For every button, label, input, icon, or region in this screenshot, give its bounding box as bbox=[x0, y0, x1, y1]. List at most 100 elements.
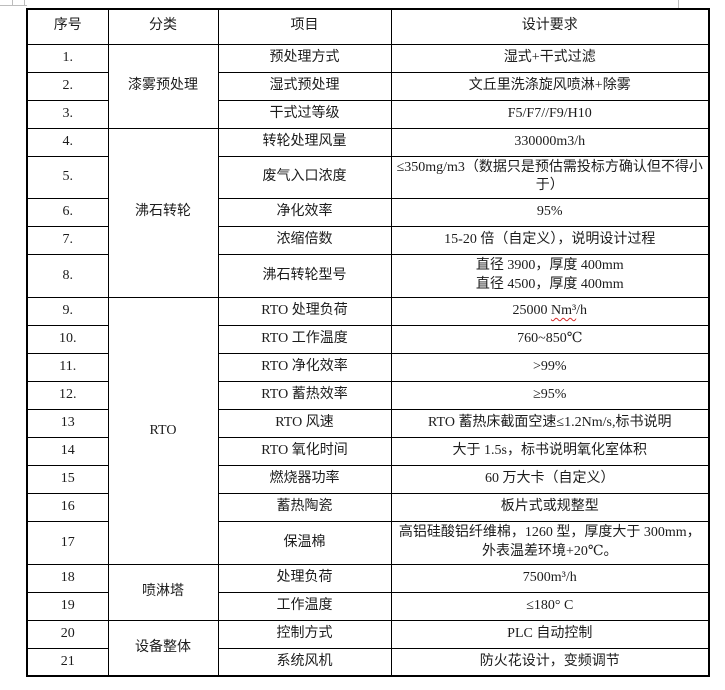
requirement-cell: >99% bbox=[390, 353, 710, 383]
table-row: 7. 浓缩倍数 15-20 倍（自定义），说明设计过程 bbox=[26, 226, 710, 256]
row-number-cell: 5. bbox=[26, 155, 109, 200]
row-number-cell: 19 bbox=[26, 591, 109, 621]
design-requirements-table: 序号 分类 项目 设计要求 1. 漆雾预处理 预处理方式 湿式+干式过滤 2. 湿式预处理 文丘里… bbox=[26, 8, 710, 678]
item-cell: 工作温度 bbox=[217, 591, 392, 621]
table-row: 9. RTO RTO 处理负荷 25000 Nm³/h bbox=[26, 297, 710, 565]
requirement-cell: 防火花设计，变频调节 bbox=[390, 647, 710, 677]
table-row: 20 设备整体 控制方式 PLC 自动控制 bbox=[26, 619, 710, 677]
table-row: 4. 沸石转轮 转轮处理风量 330000m3/h bbox=[26, 127, 710, 299]
requirement-cell: F5/F7//F9/H10 bbox=[390, 99, 710, 129]
table-row: 16 蓄热陶瓷 板片式或规整型 bbox=[26, 493, 710, 523]
row-number-cell: 10. bbox=[26, 325, 109, 355]
requirement-cell: 板片式或规整型 bbox=[390, 493, 710, 523]
item-cell: 废气入口浓度 bbox=[217, 155, 392, 200]
item-cell: 沸石转轮型号 bbox=[217, 254, 392, 299]
table-row: 21 系统风机 防火花设计，变频调节 bbox=[26, 647, 710, 677]
row-number-cell: 7. bbox=[26, 226, 109, 256]
item-cell: 干式过等级 bbox=[217, 99, 392, 129]
item-cell: 保温棉 bbox=[217, 521, 392, 565]
table-row: 13 RTO 风速 RTO 蓄热床截面空速≤1.2Nm/s,标书说明 bbox=[26, 409, 710, 439]
item-cell: RTO 风速 bbox=[217, 409, 392, 439]
requirement-cell: 7500m³/h bbox=[390, 563, 710, 593]
requirement-cell: ≤350mg/m3（数据只是预估需投标方确认但不得小于） bbox=[390, 155, 710, 200]
row-number-cell: 12. bbox=[26, 381, 109, 411]
requirement-cell: 文丘里洗涤旋风喷淋+除雾 bbox=[390, 71, 710, 101]
item-cell: RTO 氧化时间 bbox=[217, 437, 392, 467]
item-cell: RTO 净化效率 bbox=[217, 353, 392, 383]
table-row: 17 保温棉 高铝硅酸铝纤维棉，1260 型，厚度大于 300mm，外表温差环境+2… bbox=[26, 521, 710, 565]
table-row: 5. 废气入口浓度 ≤350mg/m3（数据只是预估需投标方确认但不得小于） bbox=[26, 155, 710, 200]
column-header: 分类 bbox=[107, 8, 219, 45]
row-number-cell: 18 bbox=[26, 563, 109, 593]
item-cell: 预处理方式 bbox=[217, 43, 392, 73]
requirement-cell: 330000m3/h bbox=[390, 127, 710, 157]
requirement-cell: PLC 自动控制 bbox=[390, 619, 710, 649]
table-row: 15 燃烧器功率 60 万大卡（自定义） bbox=[26, 465, 710, 495]
crop-artifact-tick bbox=[12, 0, 13, 6]
item-cell: 湿式预处理 bbox=[217, 71, 392, 101]
category-cell: 沸石转轮 bbox=[107, 127, 219, 299]
row-number-cell: 8. bbox=[26, 254, 109, 299]
row-number-cell: 4. bbox=[26, 127, 109, 157]
row-number-cell: 17 bbox=[26, 521, 109, 565]
item-cell: 净化效率 bbox=[217, 198, 392, 228]
requirement-cell: 湿式+干式过滤 bbox=[390, 43, 710, 73]
requirement-cell: RTO 蓄热床截面空速≤1.2Nm/s,标书说明 bbox=[390, 409, 710, 439]
table-row: 14 RTO 氧化时间 大于 1.5s，标书说明氧化室体积 bbox=[26, 437, 710, 467]
table-row: 6. 净化效率 95% bbox=[26, 198, 710, 228]
item-cell: 控制方式 bbox=[217, 619, 392, 649]
item-cell: 浓缩倍数 bbox=[217, 226, 392, 256]
requirement-cell: 15-20 倍（自定义），说明设计过程 bbox=[390, 226, 710, 256]
requirement-cell: 高铝硅酸铝纤维棉，1260 型，厚度大于 300mm，外表温差环境+20℃。 bbox=[390, 521, 710, 565]
table-row: 2. 湿式预处理 文丘里洗涤旋风喷淋+除雾 bbox=[26, 71, 710, 101]
table-row: 3. 干式过等级 F5/F7//F9/H10 bbox=[26, 99, 710, 129]
requirement-cell: 直径 3900，厚度 400mm 直径 4500，厚度 400mm bbox=[390, 254, 710, 299]
row-number-cell: 13 bbox=[26, 409, 109, 439]
row-number-cell: 15 bbox=[26, 465, 109, 495]
item-cell: 处理负荷 bbox=[217, 563, 392, 593]
crop-artifact-tick bbox=[678, 0, 679, 9]
item-cell: RTO 工作温度 bbox=[217, 325, 392, 355]
row-number-cell: 9. bbox=[26, 297, 109, 327]
item-cell: 转轮处理风量 bbox=[217, 127, 392, 157]
crop-artifact-tick bbox=[24, 0, 25, 6]
row-number-cell: 1. bbox=[26, 43, 109, 73]
table-row: 18 喷淋塔 处理负荷 7500m³/h bbox=[26, 563, 710, 621]
column-header: 序号 bbox=[26, 8, 109, 45]
row-number-cell: 3. bbox=[26, 99, 109, 129]
column-header: 项目 bbox=[217, 8, 392, 45]
item-cell: 蓄热陶瓷 bbox=[217, 493, 392, 523]
category-cell: 漆雾预处理 bbox=[107, 43, 219, 129]
row-number-cell: 21 bbox=[26, 647, 109, 677]
requirement-cell: 60 万大卡（自定义） bbox=[390, 465, 710, 495]
item-cell: RTO 蓄热效率 bbox=[217, 381, 392, 411]
requirement-cell: ≤180° C bbox=[390, 591, 710, 621]
row-number-cell: 14 bbox=[26, 437, 109, 467]
table-row: 8. 沸石转轮型号 直径 3900，厚度 400mm 直径 4500，厚度 400m… bbox=[26, 254, 710, 299]
item-cell: 系统风机 bbox=[217, 647, 392, 677]
row-number-cell: 20 bbox=[26, 619, 109, 649]
table-row: 11. RTO 净化效率 >99% bbox=[26, 353, 710, 383]
table-row: 1. 漆雾预处理 预处理方式 湿式+干式过滤 bbox=[26, 43, 710, 129]
requirement-cell: 大于 1.5s，标书说明氧化室体积 bbox=[390, 437, 710, 467]
table-header: 序号 分类 项目 设计要求 bbox=[26, 8, 710, 45]
requirement-cell: ≥95% bbox=[390, 381, 710, 411]
row-number-cell: 6. bbox=[26, 198, 109, 228]
crop-artifact-line bbox=[0, 5, 27, 6]
requirement-cell: 25000 Nm³/h bbox=[390, 297, 710, 327]
requirement-cell: 760~850℃ bbox=[390, 325, 710, 355]
row-number-cell: 11. bbox=[26, 353, 109, 383]
category-cell: 设备整体 bbox=[107, 619, 219, 677]
spellcheck-underline: Nm³ bbox=[550, 303, 577, 319]
row-number-cell: 16 bbox=[26, 493, 109, 523]
row-number-cell: 2. bbox=[26, 71, 109, 101]
table-body: 1. 漆雾预处理 预处理方式 湿式+干式过滤 2. 湿式预处理 文丘里洗涤旋风喷淋+除雾 3.… bbox=[26, 43, 710, 677]
item-cell: 燃烧器功率 bbox=[217, 465, 392, 495]
category-cell: RTO bbox=[107, 297, 219, 565]
column-header: 设计要求 bbox=[390, 8, 710, 45]
requirement-cell: 95% bbox=[390, 198, 710, 228]
table-row: 10. RTO 工作温度 760~850℃ bbox=[26, 325, 710, 355]
header-row: 序号 分类 项目 设计要求 bbox=[26, 8, 710, 45]
category-cell: 喷淋塔 bbox=[107, 563, 219, 621]
item-cell: RTO 处理负荷 bbox=[217, 297, 392, 327]
